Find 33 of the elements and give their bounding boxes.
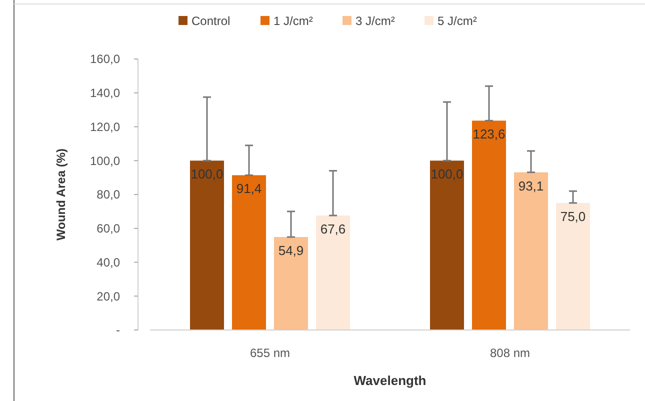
bar	[274, 237, 308, 330]
y-tick-label: 160,0	[90, 52, 120, 66]
bar	[514, 172, 548, 330]
y-tick-label: 100,0	[90, 154, 120, 168]
bar	[556, 202, 590, 330]
bar	[190, 160, 224, 330]
data-label: 100,0	[190, 166, 224, 182]
data-label: 91,4	[236, 181, 262, 196]
x-tick-label: 808 nm	[490, 346, 530, 360]
data-label: 100,0	[430, 166, 464, 182]
legend-label: 3 J/cm²	[356, 14, 395, 28]
bar	[430, 160, 464, 330]
data-label: 67,6	[320, 222, 346, 237]
legend-label: 1 J/cm²	[274, 14, 313, 28]
data-label: 75,0	[560, 208, 586, 224]
y-tick-label: 120,0	[90, 120, 120, 134]
y-axis-title: Wound Area (%)	[54, 148, 68, 240]
y-tick-label: -	[116, 323, 120, 338]
bar	[472, 120, 506, 330]
y-tick-label: 80,0	[96, 188, 120, 202]
x-axis-title: Wavelength	[354, 373, 426, 388]
bar	[316, 216, 350, 330]
data-label: 54,9	[278, 243, 304, 258]
y-tick-label: 140,0	[90, 86, 120, 100]
legend-label: Control	[192, 14, 230, 28]
x-tick-label: 655 nm	[250, 346, 290, 360]
data-label: 93,1	[518, 178, 544, 194]
bar	[232, 175, 266, 330]
y-tick-label: 60,0	[96, 222, 120, 236]
y-tick-label: 40,0	[96, 255, 120, 270]
y-tick-label: 20,0	[96, 289, 120, 304]
legend-label: 5 J/cm²	[438, 14, 477, 28]
data-label: 123,6	[472, 126, 506, 142]
